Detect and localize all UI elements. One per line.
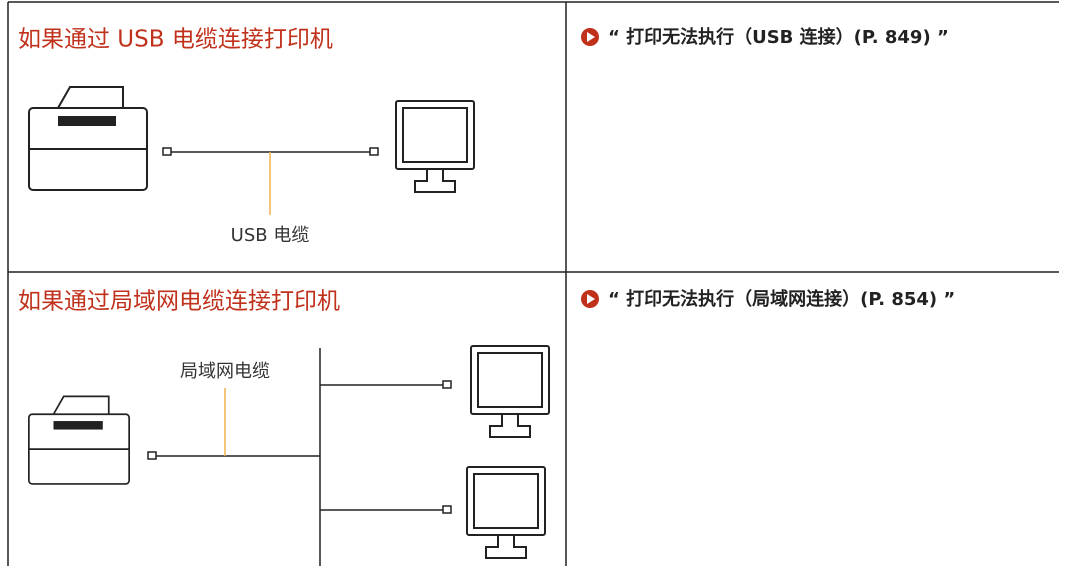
row-title: 如果通过 USB 电缆连接打印机 bbox=[18, 27, 333, 53]
row-title: 如果通过局域网电缆连接打印机 bbox=[18, 289, 340, 315]
cable-label: 局域网电缆 bbox=[180, 361, 270, 382]
link-icon bbox=[581, 290, 599, 308]
lan-diagram bbox=[28, 345, 550, 566]
cable-label: USB 电缆 bbox=[231, 225, 310, 246]
link-icon bbox=[581, 28, 599, 46]
usb-diagram bbox=[28, 86, 475, 215]
table-grid bbox=[7, 1, 1059, 566]
link[interactable]: “ 打印无法执行（局域网连接）(P. 854) ” bbox=[608, 288, 955, 310]
link[interactable]: “ 打印无法执行（USB 连接）(P. 849) ” bbox=[608, 26, 949, 48]
